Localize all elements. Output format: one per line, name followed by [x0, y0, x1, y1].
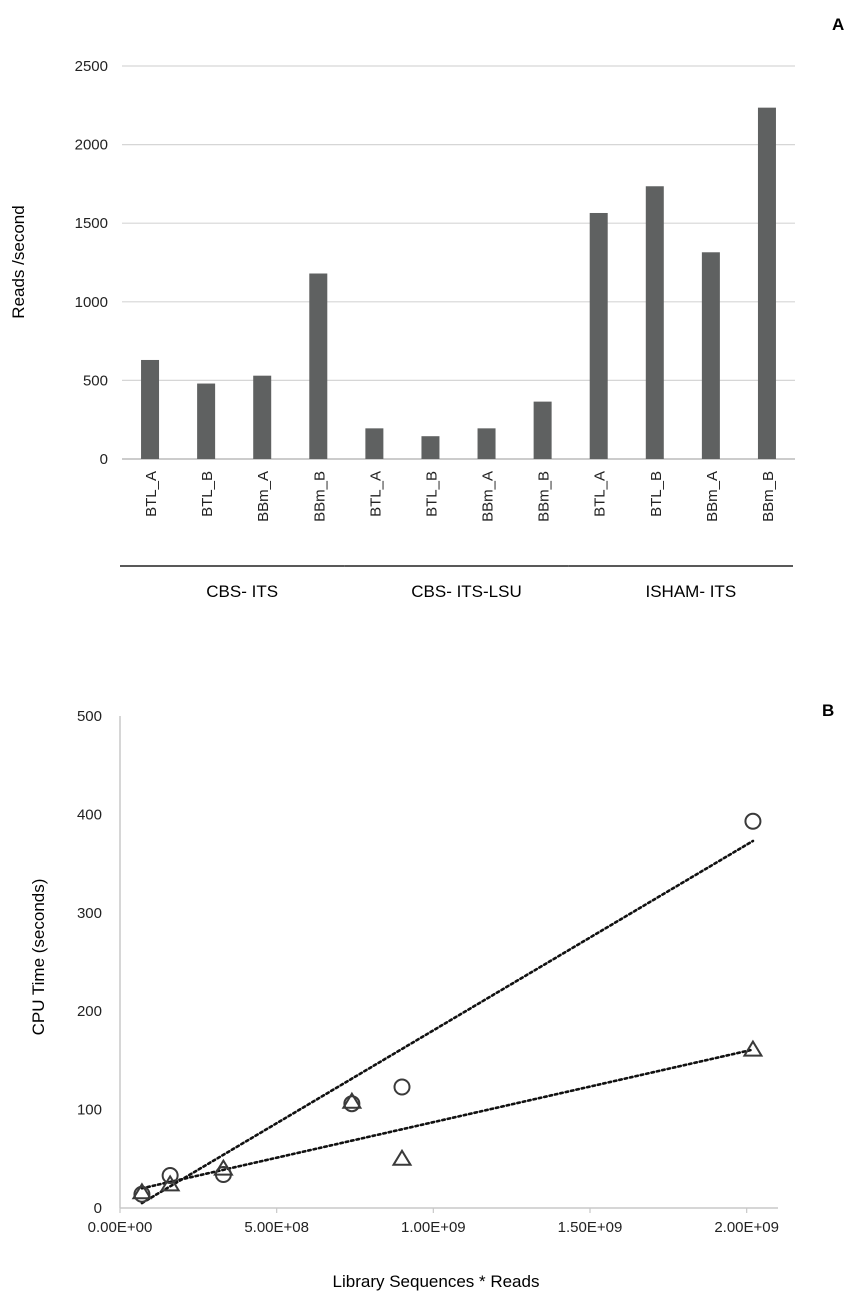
x-tick-label-8: BBm_B	[536, 471, 553, 522]
y-tick-label-1000: 1000	[75, 294, 108, 311]
y-tick-label-500: 500	[83, 372, 108, 389]
bar-10	[645, 186, 664, 459]
triangle-point-4	[341, 1091, 363, 1109]
x-tick-label-3: BBm_A	[255, 471, 272, 522]
panel-b-y-ticks: 0 100 200 300 400 500	[77, 708, 102, 1217]
bar-1	[141, 359, 160, 459]
panel-b-points	[131, 812, 764, 1203]
x-tick-label-5: BTL_A	[367, 471, 384, 517]
x-tick-label-10: BTL_B	[648, 471, 665, 517]
x-tick-label-12: BBm_B	[760, 471, 777, 522]
bar-12	[757, 107, 776, 460]
group-label-1: CBS- ITS	[206, 582, 278, 601]
x-tick-label-3: 1.00E+09	[401, 1219, 466, 1236]
x-tick-label-4: BBm_B	[311, 471, 328, 522]
triangle-point-6	[742, 1039, 764, 1057]
circle-point-6	[744, 812, 762, 830]
panel-a-bar-chart: A 0 500 1000 1500 2000 2500 BTL_A BTL_B BBm_A BB…	[9, 15, 844, 601]
bar-3	[253, 375, 272, 459]
bar-2	[197, 383, 216, 459]
panel-b-label: B	[822, 701, 834, 720]
bar-6	[421, 436, 440, 459]
x-tick-label-5: 2.00E+09	[714, 1219, 779, 1236]
triangle-point-5	[391, 1148, 413, 1166]
panel-a-y-axis-title: Reads /second	[9, 205, 28, 318]
panel-b-y-axis-title: CPU Time (seconds)	[29, 879, 48, 1036]
bar-7	[477, 428, 496, 459]
panel-a-groups: CBS- ITS CBS- ITS-LSU ISHAM- ITS	[120, 565, 793, 601]
y-tick-label-200: 200	[77, 1003, 102, 1020]
y-tick-label-1500: 1500	[75, 215, 108, 232]
panel-b-x-ticks: 0.00E+00 5.00E+08 1.00E+09 1.50E+09 2.00E+09	[88, 1208, 779, 1236]
x-tick-label-6: BTL_B	[423, 471, 440, 517]
panel-a-y-ticks: 0 500 1000 1500 2000 2500	[75, 58, 108, 468]
bar-8	[533, 401, 552, 459]
x-tick-label-2: BTL_B	[199, 471, 216, 517]
panel-b-trendlines	[140, 839, 755, 1205]
group-label-2: CBS- ITS-LSU	[411, 582, 522, 601]
panel-a-x-ticks: BTL_A BTL_B BBm_A BBm_B BTL_A BTL_B BBm_A BBm_B…	[143, 471, 777, 522]
y-tick-label-300: 300	[77, 905, 102, 922]
x-tick-label-11: BBm_A	[704, 471, 721, 522]
y-tick-label-500: 500	[77, 708, 102, 725]
circle-point-5	[393, 1078, 411, 1096]
panel-a-label: A	[832, 15, 844, 34]
x-tick-label-9: BTL_A	[592, 471, 609, 517]
group-label-3: ISHAM- ITS	[645, 582, 736, 601]
circle-point-4	[343, 1095, 361, 1113]
panel-a-bars	[141, 107, 776, 460]
bar-4	[309, 273, 328, 459]
y-tick-label-100: 100	[77, 1102, 102, 1119]
bar-5	[365, 428, 384, 459]
y-tick-label-400: 400	[77, 806, 102, 823]
y-tick-label-2000: 2000	[75, 137, 108, 154]
panel-a-gridlines	[122, 65, 795, 460]
x-tick-label-1: BTL_A	[143, 471, 160, 517]
triangle-point-3	[213, 1158, 234, 1176]
panel-b-scatter-chart: B 0 100 200 300 400 500 0.00E+00 5.00E+08 1.00E…	[29, 701, 834, 1291]
panel-b-axes	[119, 716, 778, 1209]
triangle-trendline	[140, 1048, 755, 1190]
panel-b-x-axis-title: Library Sequences * Reads	[333, 1272, 540, 1291]
x-tick-label-1: 0.00E+00	[88, 1219, 153, 1236]
bar-9	[589, 212, 608, 459]
triangle-point-2	[159, 1174, 181, 1192]
x-tick-label-4: 1.50E+09	[558, 1219, 623, 1236]
circle-trendline	[140, 839, 755, 1205]
y-tick-label-2500: 2500	[75, 58, 108, 75]
x-tick-label-2: 5.00E+08	[244, 1219, 309, 1236]
triangle-point-1	[131, 1182, 153, 1200]
circle-point-1	[133, 1185, 151, 1203]
y-tick-label-0: 0	[94, 1200, 102, 1217]
x-tick-label-7: BBm_A	[480, 471, 497, 522]
bar-11	[701, 252, 720, 459]
y-tick-label-0: 0	[100, 451, 108, 468]
circle-point-2	[161, 1167, 179, 1185]
